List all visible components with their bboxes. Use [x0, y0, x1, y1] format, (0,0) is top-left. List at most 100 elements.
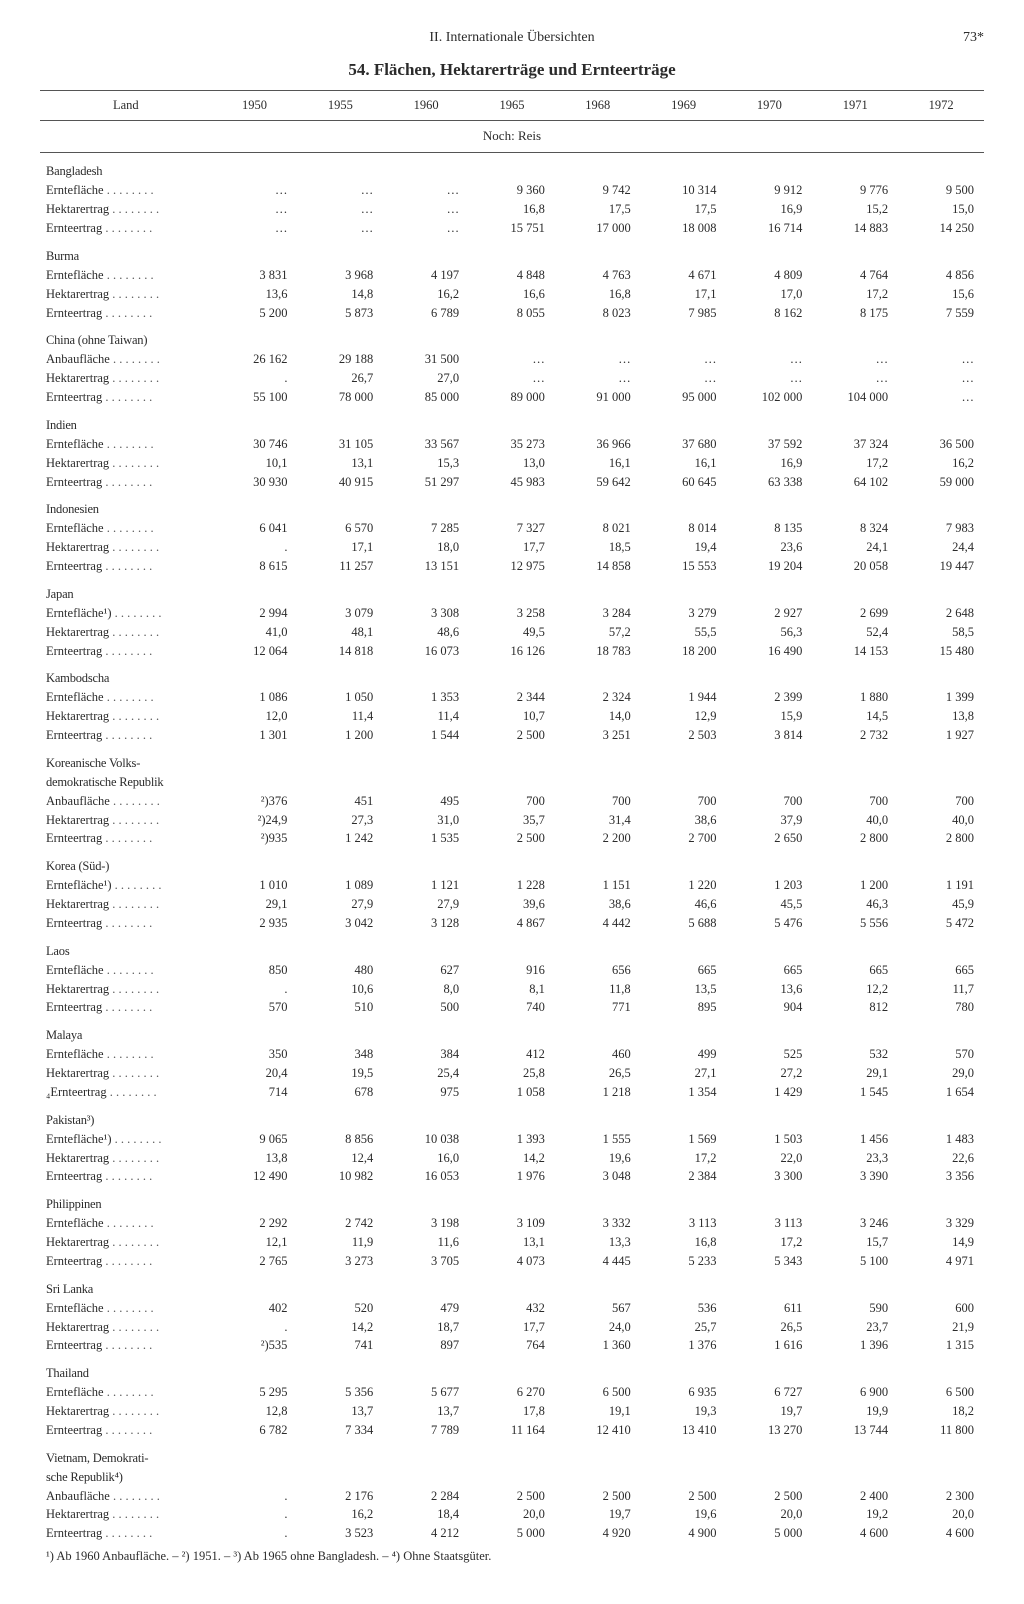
- table-row: Anbaufläche26 16229 18831 500………………: [40, 350, 984, 369]
- cell: 59 000: [898, 473, 984, 492]
- cell: 4 671: [641, 266, 727, 285]
- cell: [469, 745, 555, 773]
- cell: [555, 745, 641, 773]
- cell: …: [212, 181, 298, 200]
- cell: 11,4: [297, 707, 383, 726]
- cell: 500: [383, 998, 469, 1017]
- cell: [555, 1440, 641, 1468]
- row-label: Erntefläche: [40, 1383, 212, 1402]
- cell: 95 000: [641, 388, 727, 407]
- section-title: Noch: Reis: [40, 120, 984, 153]
- cell: 2 700: [641, 829, 727, 848]
- cell: [383, 576, 469, 604]
- cell: [641, 1271, 727, 1299]
- cell: 8 135: [727, 519, 813, 538]
- cell: 678: [297, 1083, 383, 1102]
- cell: [555, 773, 641, 792]
- cell: 9 912: [727, 181, 813, 200]
- cell: 29,0: [898, 1064, 984, 1083]
- cell: 10 314: [641, 181, 727, 200]
- table-row: Korea (Süd-): [40, 848, 984, 876]
- cell: [469, 238, 555, 266]
- cell: 897: [383, 1336, 469, 1355]
- cell: [212, 1355, 298, 1383]
- cell: …: [469, 350, 555, 369]
- table-row: Hektarertrag.17,118,017,718,519,423,624,…: [40, 538, 984, 557]
- cell: [727, 1355, 813, 1383]
- cell: 5 295: [212, 1383, 298, 1402]
- row-label: Anbaufläche: [40, 792, 212, 811]
- cell: 16,1: [555, 454, 641, 473]
- cell: [469, 933, 555, 961]
- cell: [555, 933, 641, 961]
- cell: 4 763: [555, 266, 641, 285]
- cell: 16 714: [727, 219, 813, 238]
- cell: [297, 407, 383, 435]
- cell: [469, 773, 555, 792]
- country-name: Vietnam, Demokrati-: [40, 1440, 212, 1468]
- cell: 17,1: [641, 285, 727, 304]
- cell: [898, 848, 984, 876]
- cell: 3 300: [727, 1167, 813, 1186]
- cell: [555, 1102, 641, 1130]
- data-table: Land 1950 1955 1960 1965 1968 1969 1970 …: [40, 90, 984, 1543]
- cell: 33 567: [383, 435, 469, 454]
- cell: 700: [898, 792, 984, 811]
- cell: 2 324: [555, 688, 641, 707]
- cell: 5 100: [812, 1252, 898, 1271]
- cell: 532: [812, 1045, 898, 1064]
- cell: 570: [898, 1045, 984, 1064]
- cell: 5 873: [297, 304, 383, 323]
- row-label: Erntefläche: [40, 181, 212, 200]
- cell: 78 000: [297, 388, 383, 407]
- table-row: Hektarertrag²)24,927,331,035,731,438,637…: [40, 811, 984, 830]
- table-row: Hektarertrag20,419,525,425,826,527,127,2…: [40, 1064, 984, 1083]
- cell: 700: [727, 792, 813, 811]
- cell: 7 327: [469, 519, 555, 538]
- cell: [727, 1440, 813, 1468]
- col-land: Land: [40, 91, 212, 121]
- cell: [469, 1017, 555, 1045]
- cell: [898, 407, 984, 435]
- table-row: Erntefläche350348384412460499525532570: [40, 1045, 984, 1064]
- cell: [555, 1271, 641, 1299]
- cell: 1 503: [727, 1130, 813, 1149]
- cell: 11,9: [297, 1233, 383, 1252]
- cell: [212, 491, 298, 519]
- table-row: Erntefläche850480627916656665665665665: [40, 961, 984, 980]
- cell: [297, 1102, 383, 1130]
- cell: [555, 1017, 641, 1045]
- cell: 7 285: [383, 519, 469, 538]
- cell: [383, 660, 469, 688]
- cell: 20,0: [469, 1505, 555, 1524]
- cell: [555, 1186, 641, 1214]
- cell: 3 128: [383, 914, 469, 933]
- cell: 3 279: [641, 604, 727, 623]
- row-label: Hektarertrag: [40, 895, 212, 914]
- cell: [212, 933, 298, 961]
- cell: 4 197: [383, 266, 469, 285]
- cell: [555, 848, 641, 876]
- cell: 6 789: [383, 304, 469, 323]
- cell: …: [555, 369, 641, 388]
- cell: [383, 745, 469, 773]
- row-label: Ernteertrag: [40, 219, 212, 238]
- cell: 16 053: [383, 1167, 469, 1186]
- cell: [469, 1271, 555, 1299]
- cell: 14 883: [812, 219, 898, 238]
- cell: 741: [297, 1336, 383, 1355]
- country-name: sche Republik⁴): [40, 1468, 212, 1487]
- country-name: Malaya: [40, 1017, 212, 1045]
- cell: 12,2: [812, 980, 898, 999]
- cell: 5 476: [727, 914, 813, 933]
- cell: [383, 1017, 469, 1045]
- cell: 8 021: [555, 519, 641, 538]
- cell: [555, 407, 641, 435]
- cell: [383, 773, 469, 792]
- row-label: Hektarertrag: [40, 369, 212, 388]
- cell: 495: [383, 792, 469, 811]
- cell: 13 744: [812, 1421, 898, 1440]
- cell: 27,9: [383, 895, 469, 914]
- cell: .: [212, 1318, 298, 1337]
- cell: 15 751: [469, 219, 555, 238]
